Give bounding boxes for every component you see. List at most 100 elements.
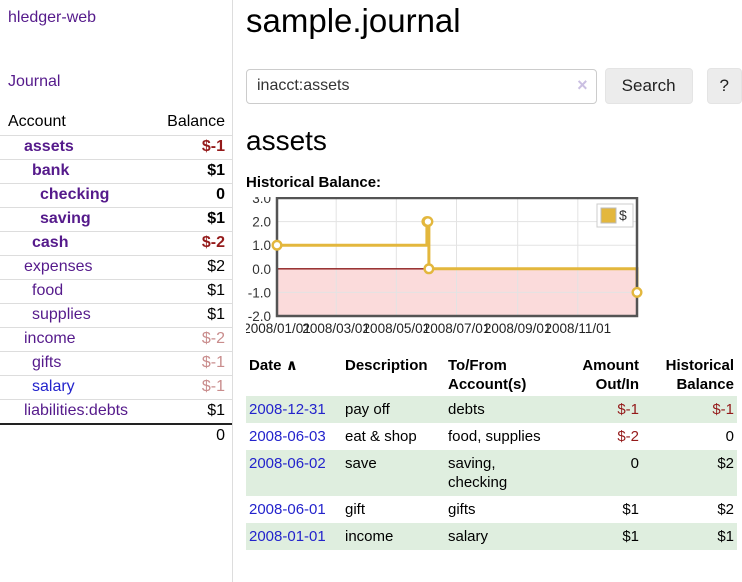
transactions-table: Date ∧ Description To/From Account(s) Amount… [246, 354, 737, 550]
txn-header-tofrom: To/From Account(s) [448, 357, 527, 393]
account-row: supplies $1 [0, 303, 232, 328]
txn-row: 2008-06-02 save saving, checking 0 $2 [246, 450, 737, 496]
txn-date-link[interactable]: 2008-06-02 [249, 455, 326, 472]
y-tick-label: -2.0 [248, 309, 271, 324]
txn-balance: $1 [717, 528, 734, 545]
txn-header-historical: Historical Balance [665, 357, 734, 393]
account-row: food $1 [0, 279, 232, 304]
txn-balance: $2 [717, 455, 734, 472]
account-balance: $-2 [147, 327, 232, 352]
sidebar-account-link[interactable]: income [24, 330, 76, 347]
x-tick-label: 2008/01/01 [246, 321, 311, 336]
txn-accounts: food, supplies [448, 428, 541, 445]
txn-date-link[interactable]: 2008-12-31 [249, 401, 326, 418]
account-balance: $1 [147, 279, 232, 304]
account-row: income $-2 [0, 327, 232, 352]
txn-amount: $-1 [617, 401, 639, 418]
account-row: expenses $2 [0, 255, 232, 280]
y-tick-label: -1.0 [248, 285, 271, 300]
accounts-table: Account Balance assets $-1 bank $1 checking 0… [0, 111, 232, 448]
legend-swatch [600, 207, 617, 224]
sidebar-account-link[interactable]: cash [32, 234, 69, 251]
account-balance: $-1 [147, 375, 232, 400]
account-balance: $1 [147, 207, 232, 232]
historical-balance-chart: $3.0 2.0 1.0 0.0 -1.0 -2.0 2008/01/01 2008/03/0… [243, 191, 738, 339]
sidebar-account-link[interactable]: food [32, 282, 64, 299]
chart-svg: $3.0 2.0 1.0 0.0 -1.0 -2.02008/01/012008/03/0… [243, 191, 643, 336]
sidebar-account-link[interactable]: assets [24, 138, 74, 155]
account-balance: 0 [147, 183, 232, 208]
account-balance: $1 [147, 303, 232, 328]
sidebar-account-link[interactable]: bank [32, 162, 70, 179]
account-row: cash $-2 [0, 231, 232, 256]
accounts-header-account: Account [0, 111, 148, 136]
sidebar-item-journal[interactable]: Journal [8, 73, 61, 90]
txn-description: save [345, 455, 377, 472]
x-tick-label: 2008/09/01 [484, 321, 552, 336]
txn-date-link[interactable]: 2008-01-01 [249, 528, 326, 545]
txn-header-description: Description [345, 357, 428, 374]
main-content: sample.journal × Search ? assets Histori… [243, 0, 742, 550]
x-tick-label: 2008/03/01 [302, 321, 370, 336]
sidebar-account-link[interactable]: supplies [32, 306, 91, 323]
accounts-total-row: 0 [0, 423, 232, 448]
y-tick-label: 1.0 [252, 238, 271, 253]
txn-description: pay off [345, 401, 390, 418]
account-balance: $-2 [147, 231, 232, 256]
txn-row: 2008-01-01 income salary $1 $1 [246, 523, 737, 550]
data-point-marker [631, 286, 643, 298]
sort-ascending-icon: ∧ [285, 357, 298, 374]
data-point-marker [271, 239, 283, 251]
txn-header-date[interactable]: Date ∧ [249, 357, 298, 374]
account-balance: $2 [147, 255, 232, 280]
txn-accounts: saving, checking [448, 455, 508, 491]
sidebar-account-link[interactable]: gifts [32, 354, 62, 371]
sidebar-account-link[interactable]: expenses [24, 258, 93, 275]
txn-balance: 0 [725, 428, 734, 445]
txn-amount: $1 [622, 501, 639, 518]
account-row: bank $1 [0, 159, 232, 184]
account-row: salary $-1 [0, 375, 232, 400]
account-heading: assets [246, 125, 327, 156]
y-tick-label: 0.0 [252, 262, 271, 277]
txn-accounts: gifts [448, 501, 476, 518]
sidebar-account-link[interactable]: liabilities:debts [24, 402, 129, 419]
account-balance: $-1 [147, 135, 232, 160]
txn-row: 2008-12-31 pay off debts $-1 $-1 [246, 396, 737, 423]
sidebar-account-link[interactable]: checking [40, 186, 110, 203]
accounts-header-balance: Balance [147, 111, 232, 136]
account-balance: $1 [147, 399, 232, 424]
account-row: saving $1 [0, 207, 232, 232]
txn-description: gift [345, 501, 366, 518]
txn-balance: $-1 [712, 401, 734, 418]
data-point-marker [422, 216, 434, 228]
txn-amount: 0 [630, 455, 639, 472]
accounts-total-balance: 0 [147, 423, 232, 448]
txn-amount: $1 [622, 528, 639, 545]
account-row: liabilities:debts $1 [0, 399, 232, 424]
chart-title: Historical Balance: [246, 174, 382, 191]
data-point-marker [423, 263, 435, 275]
clear-search-icon[interactable]: × [577, 74, 588, 95]
account-row: assets $-1 [0, 135, 232, 160]
search-bar: × Search ? [246, 68, 742, 104]
x-tick-label: 2008/11/01 [545, 321, 612, 336]
txn-date-link[interactable]: 2008-06-01 [249, 501, 326, 518]
help-button[interactable]: ? [706, 68, 742, 104]
legend-label: $ [619, 207, 627, 223]
y-tick-label: 2.0 [252, 215, 271, 230]
txn-amount: $-2 [617, 428, 639, 445]
txn-balance: $2 [717, 501, 734, 518]
txn-accounts: debts [448, 401, 485, 418]
sidebar-account-link[interactable]: saving [40, 210, 91, 227]
x-tick-label: 2008/07/01 [423, 321, 491, 336]
account-balance: $1 [147, 159, 232, 184]
sidebar-account-link[interactable]: salary [32, 378, 75, 395]
account-balance: $-1 [147, 351, 232, 376]
app-title-link[interactable]: hledger-web [8, 9, 97, 26]
search-button[interactable]: Search [604, 68, 693, 104]
txn-description: income [345, 528, 394, 545]
search-input[interactable] [246, 68, 597, 104]
txn-accounts: salary [448, 528, 489, 545]
txn-date-link[interactable]: 2008-06-03 [249, 428, 326, 445]
